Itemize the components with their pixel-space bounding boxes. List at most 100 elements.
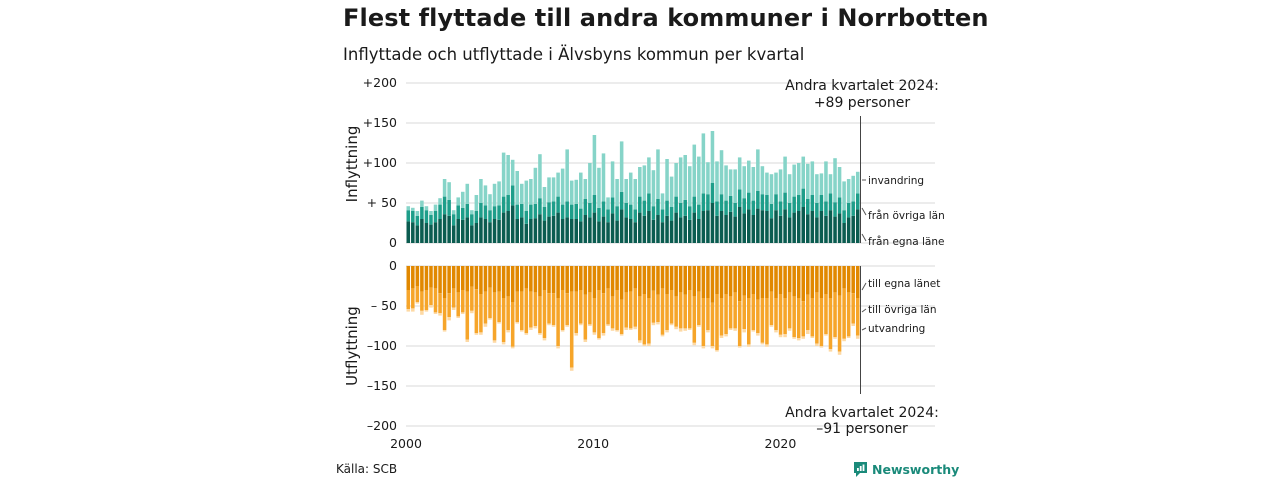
outflow-bar xyxy=(760,298,765,343)
outflow-bar xyxy=(456,316,460,318)
outflow-bar xyxy=(483,323,488,327)
inflow-bar xyxy=(756,149,760,191)
outflow-bar xyxy=(751,266,756,294)
inflow-bar xyxy=(787,174,792,203)
inflow-bar xyxy=(633,179,638,210)
outflow-bar xyxy=(669,266,674,290)
outflow-bar xyxy=(687,290,692,329)
outflow-bar xyxy=(529,327,533,330)
inflow-bar xyxy=(424,206,429,211)
outflow-bar xyxy=(497,322,501,324)
outflow-bar xyxy=(783,298,787,334)
legend-label-till-ovriga-lan: till övriga län xyxy=(868,304,937,316)
outflow-bar xyxy=(756,299,760,334)
outflow-bar xyxy=(560,290,565,330)
inflow-bar xyxy=(492,183,497,207)
outflow-bar xyxy=(737,346,742,348)
inflow-bar xyxy=(638,167,642,197)
outflow-bar xyxy=(424,290,429,310)
outflow-bar xyxy=(569,291,574,368)
inflow-bar xyxy=(556,196,560,213)
outflow-bar xyxy=(583,339,588,342)
outflow-bar xyxy=(815,343,819,346)
outflow-bar xyxy=(819,346,824,348)
outflow-bar xyxy=(501,298,506,342)
inflow-bar xyxy=(842,223,846,243)
outflow-bar xyxy=(747,344,751,347)
outflow-bar xyxy=(433,266,438,289)
outflow-bar xyxy=(697,266,701,292)
outflow-bar xyxy=(624,327,628,330)
inflow-bar xyxy=(456,219,460,243)
outflow-bar xyxy=(406,266,411,290)
outflow-bar xyxy=(569,367,574,371)
inflow-bar xyxy=(819,173,824,195)
outflow-bar xyxy=(565,325,569,327)
inflow-bar xyxy=(460,207,465,220)
outflow-bar xyxy=(855,266,860,298)
outflow-bar xyxy=(438,293,442,314)
outflow-bar xyxy=(796,338,801,341)
outflow-bar xyxy=(415,302,420,304)
axis-ticks: 0 + 50 +100 +150 +200 0 – 50 –100 –150 –200 2000 20… xyxy=(343,75,796,451)
outflow-bar xyxy=(719,335,724,338)
outflow-bar xyxy=(765,298,769,345)
legend-label-invandring: invandring xyxy=(868,175,924,187)
inflow-bar xyxy=(697,219,701,243)
inflow-bar xyxy=(751,215,756,243)
inflow-bar xyxy=(765,211,769,243)
outflow-bar xyxy=(846,336,851,338)
outflow-bar xyxy=(479,294,483,333)
inflow-bar xyxy=(433,211,438,223)
inflow-bar xyxy=(510,205,515,243)
outflow-bar xyxy=(719,298,724,336)
outflow-bar xyxy=(429,266,433,288)
inflow-bar xyxy=(774,194,778,211)
xtick-label: 2010 xyxy=(577,436,609,451)
outflow-bar xyxy=(647,343,651,346)
outflow-bar xyxy=(551,325,556,327)
outflow-bar xyxy=(474,289,479,334)
outflow-bar xyxy=(420,266,424,292)
outflow-bar xyxy=(651,290,656,323)
inflow-bar xyxy=(801,207,806,243)
inflow-bar xyxy=(633,222,638,243)
outflow-bar xyxy=(429,305,433,308)
outflow-bar xyxy=(506,296,510,330)
inflow-bar xyxy=(715,161,719,202)
outflow-bar xyxy=(701,298,706,346)
outflow-bar xyxy=(474,333,479,335)
inflow-bar xyxy=(833,158,837,203)
inflow-bar xyxy=(678,203,683,218)
outflow-bar xyxy=(442,330,447,332)
inflow-ytick-label: +100 xyxy=(363,155,397,170)
outflow-bar xyxy=(855,335,860,339)
outflow-ytick-label: –150 xyxy=(367,378,397,393)
inflow-bar xyxy=(619,209,624,243)
inflow-bar xyxy=(460,219,465,243)
inflow-bar xyxy=(733,203,737,217)
inflow-bar xyxy=(660,209,665,223)
xtick-label: 2020 xyxy=(765,436,797,451)
outflow-bar xyxy=(837,266,842,296)
inflow-bar xyxy=(497,219,501,243)
outflow-bar xyxy=(719,266,724,298)
outflow-ytick-label: – 50 xyxy=(371,298,397,313)
inflow-bar xyxy=(742,213,746,243)
outflow-bar xyxy=(533,292,538,326)
inflow-bar xyxy=(742,166,746,199)
outflow-bar xyxy=(465,291,470,340)
inflow-bar xyxy=(765,172,769,195)
inflow-bar xyxy=(560,219,565,243)
outflow-bar xyxy=(783,266,787,298)
outflow-bar xyxy=(760,266,765,298)
inflow-bar xyxy=(719,150,724,195)
outflow-bar xyxy=(556,266,560,298)
newsworthy-logo[interactable]: Newsworthy xyxy=(853,461,959,478)
inflow-bar xyxy=(569,180,574,205)
outflow-bar xyxy=(842,338,846,342)
inflow-bar xyxy=(778,215,783,243)
inflow-bar xyxy=(792,164,796,197)
outflow-bar xyxy=(769,266,774,292)
outflow-bar xyxy=(556,298,560,346)
